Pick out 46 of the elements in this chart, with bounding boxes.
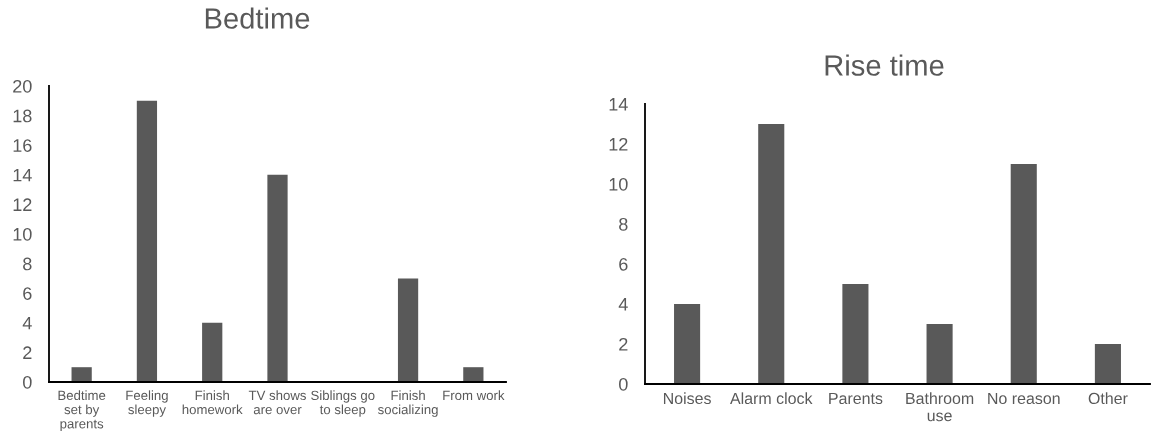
y-tick-label: 16: [13, 139, 32, 152]
y-tick-label: 10: [13, 227, 32, 241]
y-tick-label: 10: [609, 177, 628, 191]
y-tick-label: 12: [609, 137, 628, 151]
bar: [202, 322, 223, 382]
x-tick-label: Bathroom use: [906, 392, 974, 422]
y-tick-label: 14: [13, 168, 32, 182]
y-tick-label: 0: [619, 377, 628, 391]
y-tick-label: 2: [619, 337, 628, 351]
x-tick-label: Finish homework: [182, 390, 243, 415]
y-tick-label: 18: [13, 109, 32, 123]
chart-title: Bedtime: [205, 7, 310, 29]
x-tick-label: Other: [1088, 392, 1128, 405]
x-tick-label: Parents: [829, 392, 883, 405]
y-tick-label: 4: [618, 298, 628, 311]
x-tick-label: From work: [443, 390, 505, 401]
bar: [1010, 164, 1037, 384]
bar: [136, 100, 158, 382]
bar: [674, 304, 701, 384]
y-tick-label: 14: [609, 98, 628, 111]
bar: [926, 324, 953, 384]
bar: [1094, 344, 1121, 384]
bar: [267, 174, 288, 382]
x-tick-label: No reason: [988, 392, 1060, 405]
bar: [71, 367, 92, 382]
chart-title: Rise time: [825, 54, 944, 76]
bar: [758, 124, 785, 384]
bar: [842, 284, 869, 384]
y-tick-label: 6: [619, 257, 628, 271]
y-tick-label: 4: [22, 316, 32, 330]
bar: [463, 367, 484, 382]
x-tick-label: Alarm clock: [730, 392, 813, 405]
x-tick-label: Finish socializing: [378, 390, 438, 417]
x-tick-label: TV shows are over: [248, 390, 306, 415]
y-tick-label: 6: [23, 287, 32, 300]
x-tick-label: Siblings go to sleep: [311, 390, 375, 417]
x-tick-label: Noises: [663, 392, 711, 405]
bar: [397, 278, 419, 382]
y-tick-label: 8: [23, 257, 32, 271]
y-tick-label: 0: [23, 375, 32, 389]
y-tick-label: 8: [619, 217, 628, 231]
y-tick-label: 20: [13, 79, 32, 93]
x-tick-label: Feeling sleepy: [126, 390, 168, 417]
x-tick-label: Bedtime set by parents: [58, 390, 106, 432]
y-tick-label: 12: [13, 198, 32, 211]
y-tick-label: 2: [23, 346, 32, 359]
